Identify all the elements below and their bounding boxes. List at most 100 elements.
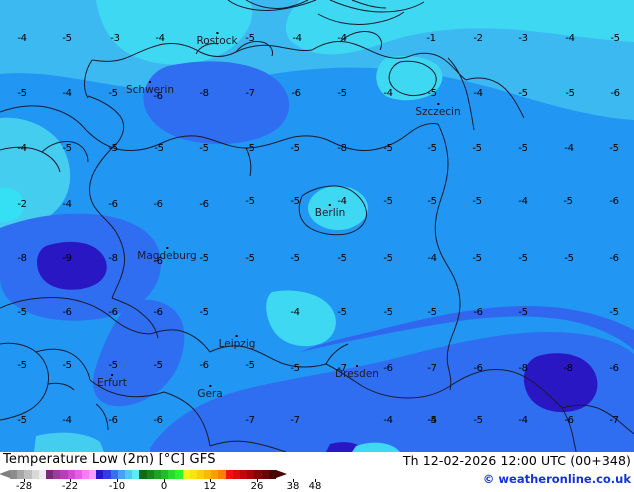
temperature-value-label: -5: [62, 33, 72, 44]
colorbar-segment: [268, 470, 276, 479]
temperature-value-label: -5: [290, 143, 300, 154]
city-label-magdeburg: Magdeburg: [137, 247, 197, 262]
city-name-text: Erfurt: [97, 377, 127, 389]
temperature-value-label: -5: [108, 88, 118, 99]
temperature-value-label: -5: [427, 307, 437, 318]
colorbar-tick: [257, 479, 258, 482]
coast-baltic-north: [329, 0, 425, 13]
temperature-value-label: -6: [473, 363, 483, 374]
temperature-value-label: -3: [518, 33, 528, 44]
temperature-value-label: -4: [337, 196, 347, 207]
temperature-value-label: -4: [62, 88, 72, 99]
map-canvas: [0, 0, 634, 452]
temperature-value-label: -5: [473, 415, 483, 426]
border-thueringen-east: [149, 329, 211, 353]
temperature-value-label: -5: [609, 307, 619, 318]
temperature-map[interactable]: -4 -5 -3 -4 -5 -4 -4 -1 -2 -3 -4 -5 -5 -4 -5 -6 -8 -7 -6 -5…: [0, 0, 634, 452]
border-bayern-north: [89, 379, 165, 398]
city-marker-dot-icon: [236, 335, 238, 337]
city-label-szczecin: Szczecin: [415, 103, 461, 118]
coast-german-baltic: [91, 43, 313, 62]
colorbar-tick: [315, 479, 316, 482]
temperature-value-label: -6: [108, 199, 118, 210]
temperature-value-label: -7: [245, 88, 255, 99]
colorbar-segment: [139, 470, 147, 479]
colorbar-segment: [182, 470, 190, 479]
temperature-value-label: -6: [62, 307, 72, 318]
colorbar-segment: [125, 470, 133, 479]
city-label-erfurt: Erfurt: [97, 374, 127, 389]
temperature-value-label: -4: [564, 143, 574, 154]
coast-bay-detail: [235, 41, 273, 57]
field-blue-thuringia: [92, 299, 185, 407]
temperature-value-label: -5: [199, 307, 209, 318]
field-cyan-bay: [96, 0, 253, 65]
colorbar-segment: [117, 470, 125, 479]
coast-ruegen: [311, 41, 411, 59]
temperature-value-label: -4: [427, 415, 437, 426]
border-lusatia: [325, 343, 349, 365]
colorbar-segment: [204, 470, 212, 479]
temperature-value-label: -4: [383, 415, 393, 426]
temperature-value-label: -6: [609, 253, 619, 264]
temperature-value-label: -5: [565, 88, 575, 99]
temperature-value-label: -5: [17, 360, 27, 371]
colorbar-tick-label: -22: [61, 481, 79, 492]
temperature-value-label: -5: [245, 196, 255, 207]
colorbar-tick: [164, 479, 165, 482]
city-marker-dot-icon: [166, 247, 168, 249]
temperature-value-label: -8: [108, 253, 118, 264]
coast-zealand: [351, 0, 387, 9]
colorbar-segment: [31, 470, 39, 479]
city-label-rostock: Rostock: [196, 32, 238, 47]
temperature-value-label: -8: [563, 363, 573, 374]
temperature-value-label: -5: [245, 253, 255, 264]
temperature-value-label: -7: [290, 415, 300, 426]
city-label-gera: Gera: [197, 385, 223, 400]
border-brandenburg-west: [111, 297, 143, 315]
border-oder-lusatia: [447, 365, 452, 391]
temperature-value-label: -5: [383, 253, 393, 264]
map-borders: [0, 0, 634, 452]
city-name-text: Rostock: [196, 35, 238, 47]
colorbar-tick: [117, 479, 118, 482]
temperature-value-label: -6: [153, 415, 163, 426]
colorbar-segment: [89, 470, 97, 479]
temperature-value-label: -4: [62, 199, 72, 210]
colorbar-tick-label: 48: [308, 481, 322, 492]
field-blue-mecklenburg: [143, 61, 290, 144]
border-sa-detail: [141, 313, 159, 339]
colorbar-tick: [70, 479, 71, 482]
temperature-value-label: -4: [427, 253, 437, 264]
temperature-value-label: -5: [427, 88, 437, 99]
temperature-value-label: -5: [199, 143, 209, 154]
footer-bar: Temperature Low (2m) [°C] GFS Th 12-02-2…: [0, 452, 634, 492]
temperature-value-label: -5: [610, 33, 620, 44]
temperature-value-label: -5: [518, 143, 528, 154]
colorbar-segment: [225, 470, 233, 479]
colorbar-tick-label: 26: [250, 481, 264, 492]
temperature-value-label: -5: [383, 143, 393, 154]
coast-lolland: [245, 0, 309, 9]
color-scale[interactable]: -28 -22 -10 0 12 26 38 48: [0, 470, 321, 492]
temperature-value-label: -8: [17, 253, 27, 264]
temperature-value-label: -5: [518, 253, 528, 264]
border-oder: [434, 123, 461, 367]
border-thuer-detail-2: [95, 403, 109, 431]
temperature-value-label: -4: [473, 88, 483, 99]
temperature-value-label: -6: [199, 360, 209, 371]
colorbar-gradient: [10, 470, 276, 479]
copyright-credit[interactable]: © weatheronline.co.uk: [482, 472, 631, 486]
border-niedersachsen-north: [0, 105, 87, 131]
temperature-value-label: -5: [383, 307, 393, 318]
temperature-value-label: -9: [62, 253, 72, 264]
colorbar-segment: [247, 470, 255, 479]
colorbar-segment: [38, 470, 46, 479]
colorbar-segment: [153, 470, 161, 479]
border-sa-west: [89, 141, 119, 233]
colorbar-tick-label: 0: [160, 481, 168, 492]
temperature-value-label: -6: [609, 363, 619, 374]
coast-ruegen-north: [317, 11, 405, 25]
colorbar-segment: [67, 470, 75, 479]
